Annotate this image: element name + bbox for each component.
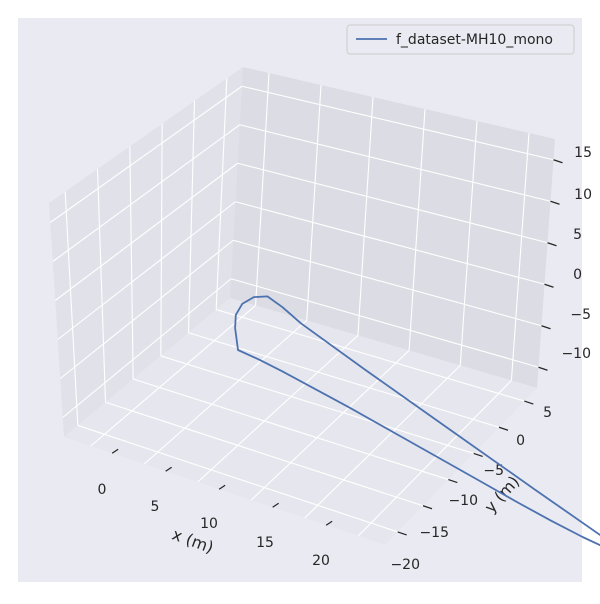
floor-gridline [197,335,359,483]
floor-gridline [132,378,449,481]
right-wall-gridline [233,239,542,327]
z-tick-label: −5 [570,307,591,323]
z-tick-mark [553,159,563,164]
legend-entry-label: f_dataset-MH10_mono [396,32,553,48]
x-tick-label: 15 [256,535,274,551]
left-wall-gridline [96,168,107,403]
right-wall-gridline [306,84,322,321]
left-wall-gridline [215,78,228,310]
floor-gridline [105,401,424,507]
right-wall-gridline [255,72,270,306]
x-tick-labels: 0 5 10 15 20 [98,482,330,569]
x-tick-mark [325,520,333,526]
right-wall-gridline [237,162,548,244]
x-tick-mark [165,466,172,472]
legend-box [346,24,575,55]
floor-pane [64,298,537,545]
left-wall-gridline [64,191,79,426]
y-tick-label: 5 [543,405,552,421]
z-tick-label: 10 [574,187,592,203]
floor-gridline [304,365,461,519]
z-tick-mark [544,283,554,288]
floor-gridline [216,309,525,402]
floor-gridline [143,320,308,465]
right-wall-gridline [459,120,478,366]
right-wall-gridline [357,96,374,336]
x-tick-mark [111,448,119,454]
z-tick-mark [538,366,548,371]
z-tick-label: 0 [573,267,582,283]
floor-gridline [250,350,410,501]
right-wall-gridline [230,278,539,368]
z-tick-label: 5 [573,227,582,243]
trajectory-line [234,295,600,547]
gridlines [49,72,554,537]
floor-gridline [357,380,512,537]
x-tick-label: 10 [200,516,218,532]
left-wall-gridline [52,124,241,262]
x-tick-label: 0 [98,482,107,498]
y-tick-mark [448,479,458,484]
floor-gridline [160,355,474,454]
x-tick-label: 20 [312,553,330,569]
left-wall-gridline [59,239,234,379]
y-tick-label: −10 [448,493,478,509]
z-tick-mark [547,242,557,247]
y-tick-mark [524,400,534,405]
left-wall-gridline [57,201,236,340]
y-tick-mark [422,505,433,510]
floor-gridline [188,332,500,428]
right-wall-gridline [239,124,551,202]
left-wall-gridline [49,85,243,223]
left-wall-gridline [62,278,232,418]
x-tick-label: 5 [151,499,160,515]
y-tick-mark [397,531,407,536]
y-tick-label: −20 [390,557,420,573]
tickmarks [111,159,563,536]
y-tick-label: −15 [419,525,449,541]
left-wall-gridline [54,162,238,301]
z-tick-mark [550,200,560,205]
x-tick-mark [218,484,226,490]
z-tick-label: −10 [561,346,591,362]
y-tick-labels: −20 −15 −10 −5 0 5 [390,405,552,573]
right-wall-gridline [408,108,426,351]
y-tick-label: 0 [516,433,525,449]
left-wall-gridline [187,100,196,333]
x-tick-mark [272,502,279,508]
floor-gridline [77,424,398,533]
z-tick-mark [541,325,551,330]
right-wall-gridline [510,132,530,381]
y-tick-label: −5 [483,463,504,479]
z-tick-labels: −10 −5 0 5 10 15 [561,145,592,362]
floor-gridline [90,305,256,447]
left-wall-gridline [160,123,163,356]
right-wall-gridline [235,201,545,285]
left-wall-gridline [129,146,134,380]
back-left-pane [49,67,243,437]
y-tick-mark [473,452,483,457]
y-tick-mark [498,426,509,431]
back-right-pane [230,67,555,388]
right-wall-gridline [241,85,554,161]
legend: f_dataset-MH10_mono [346,24,575,55]
z-tick-label: 15 [574,145,592,161]
